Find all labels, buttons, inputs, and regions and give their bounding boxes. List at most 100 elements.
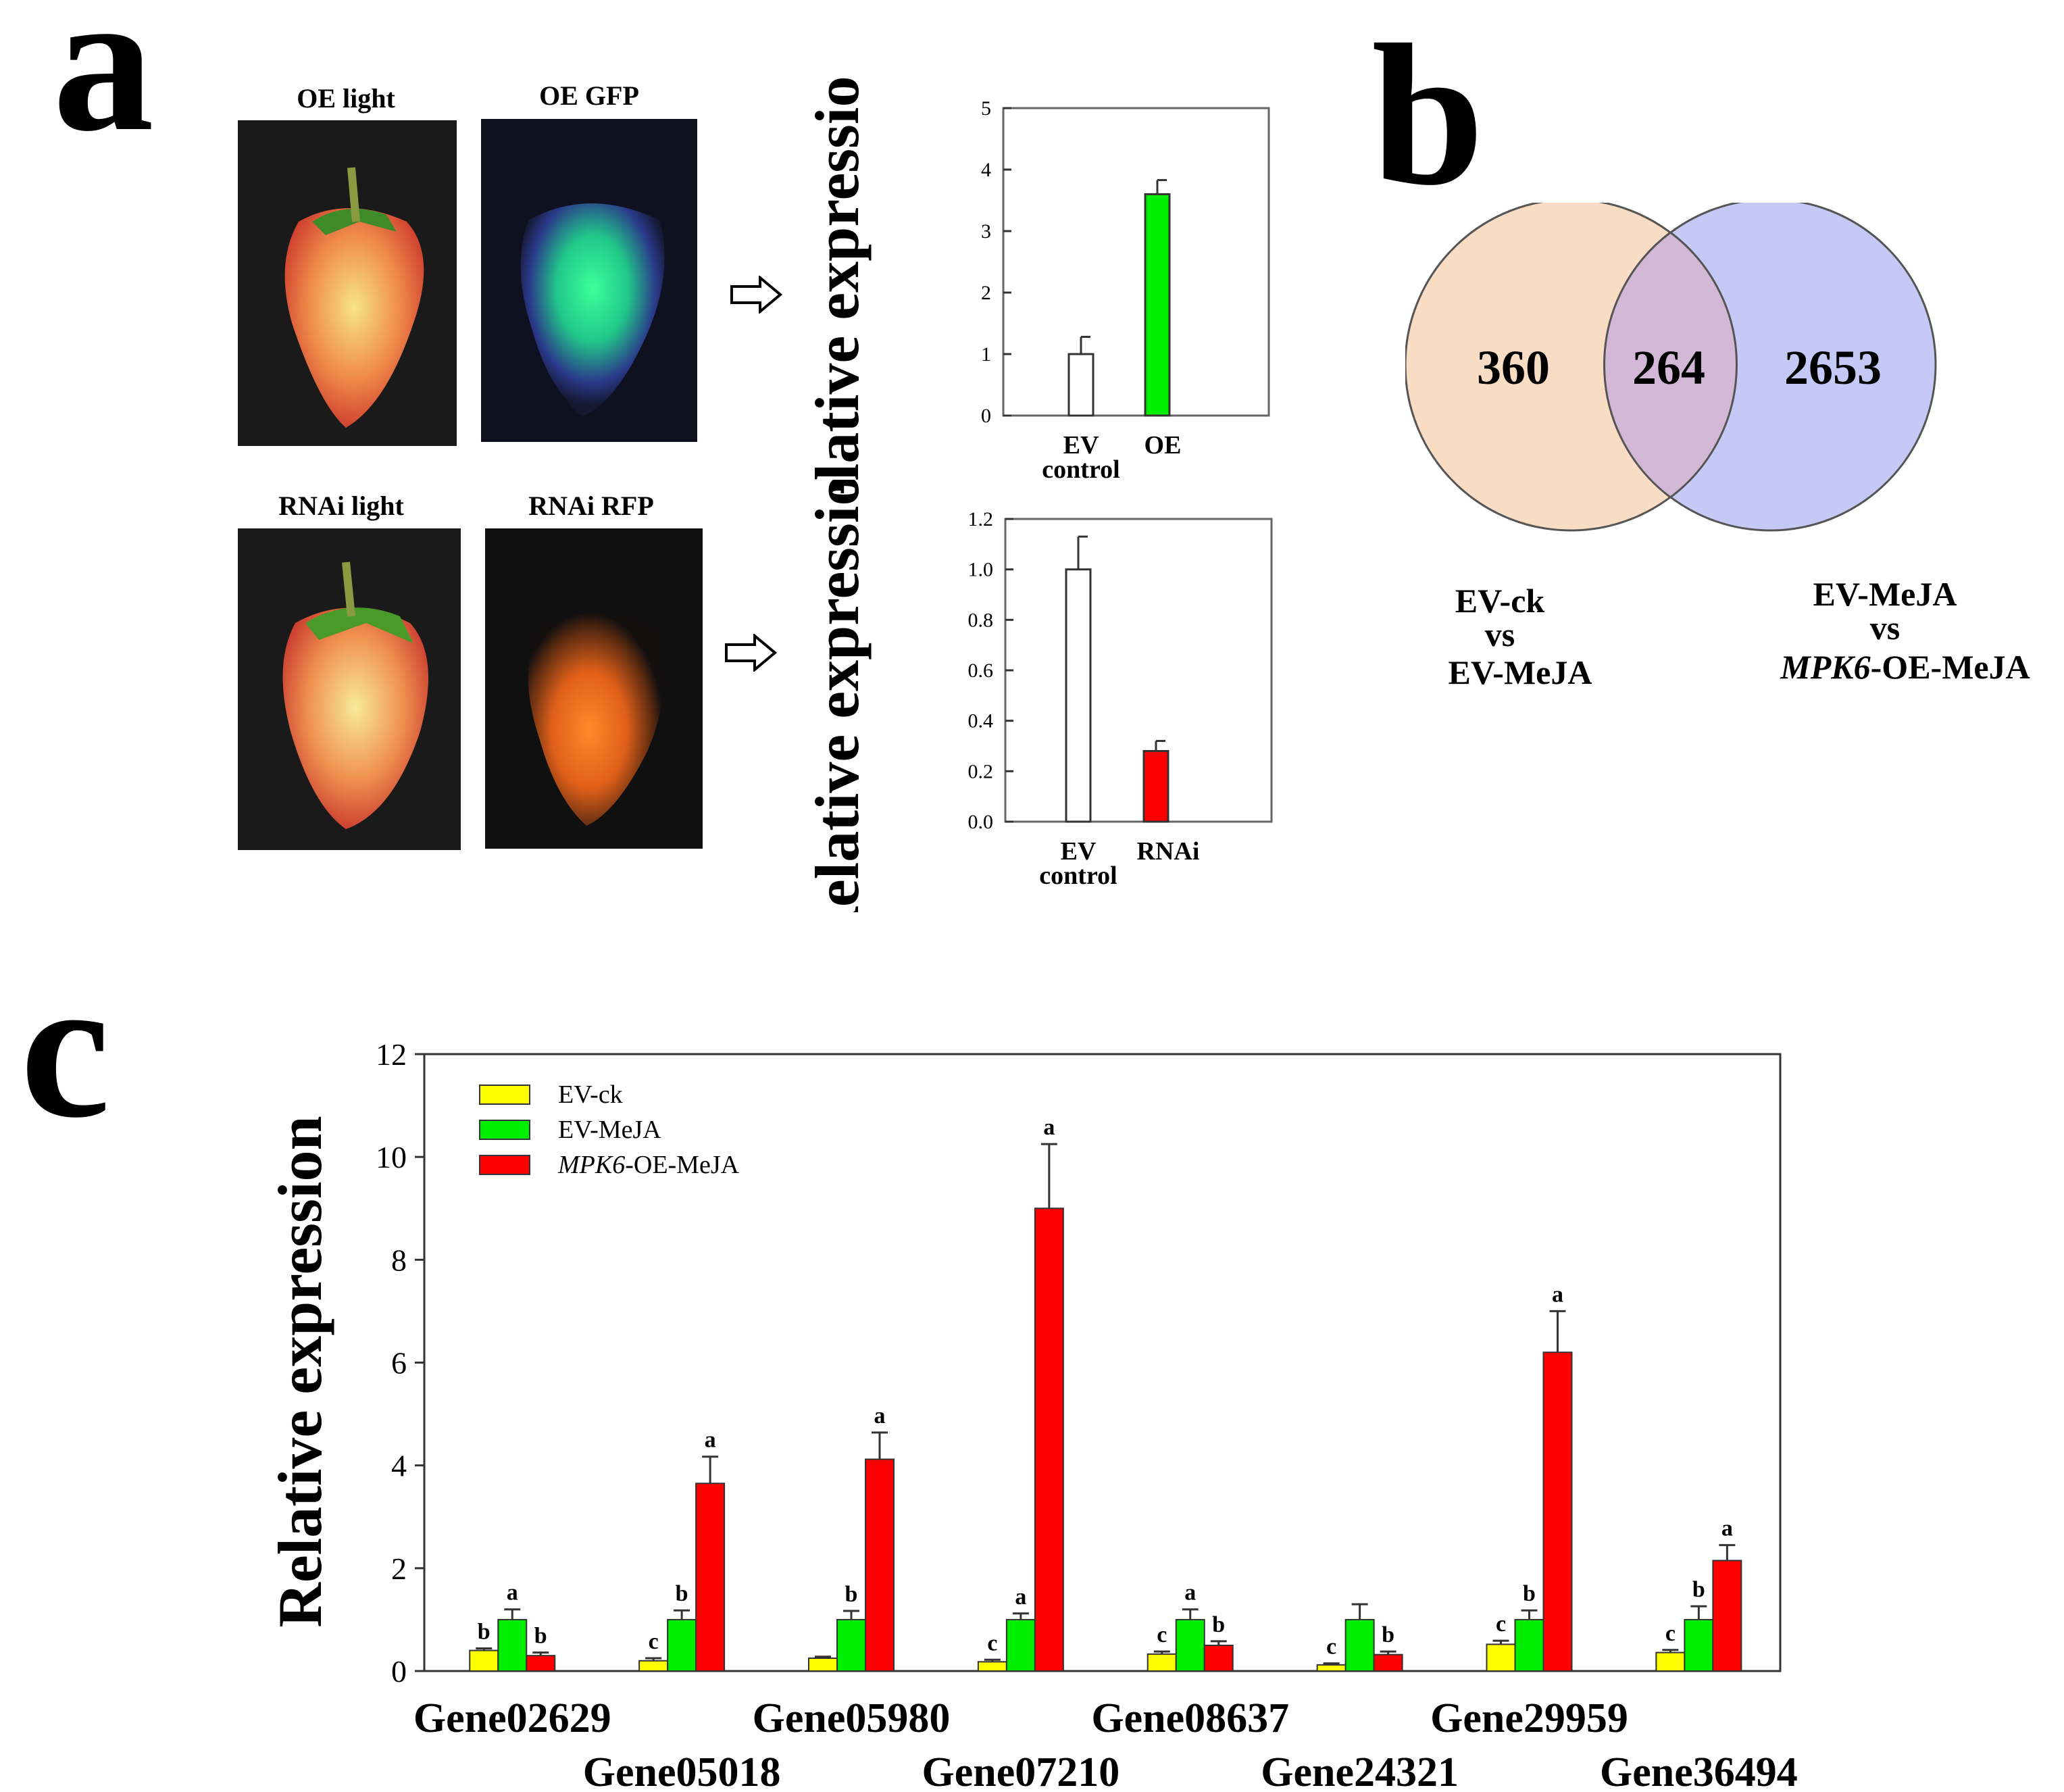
venn-right-label-1: EV-MeJA bbox=[1813, 575, 1957, 613]
gene-bar-1-3 bbox=[1005, 1618, 1036, 1672]
gene-bar-0-4 bbox=[1147, 1653, 1177, 1672]
legend-swatch-2 bbox=[479, 1155, 530, 1175]
gene-bar-1-0 bbox=[497, 1618, 528, 1672]
rnai-chart-ylabel: Relative expression bbox=[803, 480, 872, 912]
gene-category-label: Gene05018 bbox=[583, 1749, 781, 1792]
photo-label-oe-gfp: OE GFP bbox=[539, 80, 639, 111]
gene-bar-2-7 bbox=[1712, 1560, 1742, 1672]
legend-label-0: EV-ck bbox=[558, 1080, 623, 1109]
gene-category-label: Gene02629 bbox=[413, 1695, 611, 1741]
photo-label-rnai-light: RNAi light bbox=[278, 491, 404, 521]
gene-chart-ytick-label: 4 bbox=[391, 1449, 407, 1483]
rnai-chart-area-ytick-label: 0.6 bbox=[968, 659, 994, 682]
significance-letter: a bbox=[1015, 1585, 1026, 1610]
oe-chart-area-bar-1 bbox=[1144, 193, 1171, 417]
gene-expression-chart: Relative expression 024681012babGene0262… bbox=[266, 1037, 1798, 1792]
gene-bar-1-6 bbox=[1514, 1618, 1544, 1672]
gene-category-label: Gene08637 bbox=[1091, 1695, 1289, 1741]
gene-bar-1-5 bbox=[1344, 1618, 1375, 1672]
rnai-chart-area-ytick-label: 0.0 bbox=[968, 811, 994, 833]
significance-letter: c bbox=[1665, 1621, 1676, 1646]
gene-bar-0-3 bbox=[977, 1661, 1007, 1672]
venn-right-label-rest: -OE-MeJA bbox=[1871, 648, 2030, 686]
arrow-icon-oe bbox=[730, 274, 783, 317]
significance-letter: b bbox=[1523, 1581, 1536, 1606]
venn-diagram: 360 264 2653 EV-ck vs EV-MeJA EV-MeJA vs… bbox=[1405, 203, 2030, 691]
significance-letter: b bbox=[1382, 1622, 1394, 1647]
significance-letter: c bbox=[1326, 1635, 1336, 1660]
venn-left-label-2: vs bbox=[1485, 616, 1515, 653]
venn-right-label-italic: MPK6 bbox=[1780, 648, 1870, 686]
significance-letter: c bbox=[1496, 1612, 1506, 1637]
gene-bar-1-1 bbox=[667, 1618, 697, 1672]
oe-chart-ylabel: Relative expression bbox=[803, 74, 872, 493]
gene-chart-ytick-label: 0 bbox=[391, 1654, 407, 1689]
oe-chart-area-ytick-label: 3 bbox=[981, 220, 991, 243]
oe-gfp-photo bbox=[481, 119, 697, 442]
significance-letter: b bbox=[534, 1624, 547, 1649]
gene-category-label: Gene24321 bbox=[1261, 1749, 1459, 1792]
significance-letter: b bbox=[845, 1582, 858, 1607]
significance-letter: b bbox=[1692, 1577, 1705, 1602]
gene-category-label: Gene36494 bbox=[1600, 1749, 1798, 1792]
significance-letter: a bbox=[1043, 1115, 1055, 1140]
legend-swatch-0 bbox=[479, 1085, 530, 1105]
legend-swatch-1 bbox=[479, 1120, 530, 1140]
rnai-chart-area-bar-0 bbox=[1065, 568, 1092, 823]
significance-letter: a bbox=[1552, 1282, 1563, 1307]
gene-chart-ylabel: Relative expression bbox=[266, 1116, 334, 1627]
gene-bar-0-6 bbox=[1486, 1643, 1516, 1672]
gene-chart-frame bbox=[423, 1053, 1782, 1672]
rnai-chart-area-ytick-label: 1.2 bbox=[968, 508, 994, 530]
oe-chart-area-ytick-label: 4 bbox=[981, 159, 991, 181]
rnai-chart-area-category-label: EV bbox=[1061, 837, 1097, 866]
venn-right-label-3: MPK6-OE-MeJA bbox=[1780, 648, 2030, 686]
venn-left-count: 360 bbox=[1477, 341, 1550, 395]
gene-bar-1-2 bbox=[836, 1618, 866, 1672]
oe-chart-area-ytick-label: 1 bbox=[981, 343, 991, 366]
gene-chart-ytick-label: 2 bbox=[391, 1551, 407, 1586]
gene-bar-0-0 bbox=[469, 1649, 499, 1672]
gene-chart-ytick-label: 6 bbox=[391, 1346, 407, 1380]
significance-letter: c bbox=[649, 1629, 659, 1654]
oe-chart-area-category-label: OE bbox=[1144, 431, 1182, 459]
rnai-chart-area-ytick-label: 0.4 bbox=[968, 710, 994, 732]
rnai-expression-chart: Relative expression 0.0 0.2 0.4 0.6 0.8 1.0 1.… bbox=[803, 480, 1273, 912]
gene-category-label: Gene29959 bbox=[1430, 1695, 1628, 1741]
gene-category-label: Gene07210 bbox=[922, 1749, 1119, 1792]
oe-chart-area-ytick-label: 5 bbox=[981, 97, 991, 120]
gene-chart-ytick-label: 10 bbox=[376, 1140, 407, 1174]
oe-chart-area-category-label: EV bbox=[1063, 431, 1099, 459]
gene-chart-ytick-label: 8 bbox=[391, 1243, 407, 1277]
significance-letter: a bbox=[1184, 1581, 1196, 1606]
rnai-light-photo bbox=[238, 528, 461, 850]
gene-bar-2-2 bbox=[864, 1458, 895, 1672]
gene-bar-0-2 bbox=[807, 1657, 838, 1672]
significance-letter: a bbox=[705, 1428, 716, 1453]
significance-letter: b bbox=[478, 1620, 490, 1645]
oe-chart-area-bar-0 bbox=[1067, 353, 1094, 417]
gene-bar-0-7 bbox=[1655, 1651, 1686, 1672]
gene-bar-1-7 bbox=[1684, 1618, 1714, 1672]
gene-bar-2-1 bbox=[695, 1483, 726, 1672]
photo-label-oe-light: OE light bbox=[297, 83, 395, 114]
venn-overlap-count: 264 bbox=[1632, 341, 1705, 395]
significance-letter: a bbox=[1721, 1516, 1733, 1541]
oe-chart-area-ytick-label: 2 bbox=[981, 282, 991, 304]
venn-left-label-3: EV-MeJA bbox=[1449, 653, 1592, 691]
legend-label-1: EV-MeJA bbox=[558, 1116, 661, 1144]
rnai-chart-area-bar-1 bbox=[1142, 749, 1169, 823]
significance-letter: b bbox=[676, 1581, 688, 1606]
panel-label-a: a bbox=[53, 0, 154, 173]
rnai-rfp-photo bbox=[485, 528, 703, 849]
gene-bar-1-4 bbox=[1175, 1618, 1205, 1672]
oe-chart-area-ytick-label: 0 bbox=[981, 405, 991, 427]
venn-overlap bbox=[1603, 231, 1738, 499]
photo-label-rnai-rfp: RNAi RFP bbox=[528, 491, 654, 521]
rnai-chart-area-ytick-label: 1.0 bbox=[968, 559, 994, 581]
panel-label-b: b bbox=[1371, 3, 1484, 227]
oe-light-photo bbox=[238, 120, 457, 446]
significance-letter: b bbox=[1212, 1612, 1225, 1637]
rnai-chart-area-ytick-label: 0.2 bbox=[968, 760, 994, 782]
